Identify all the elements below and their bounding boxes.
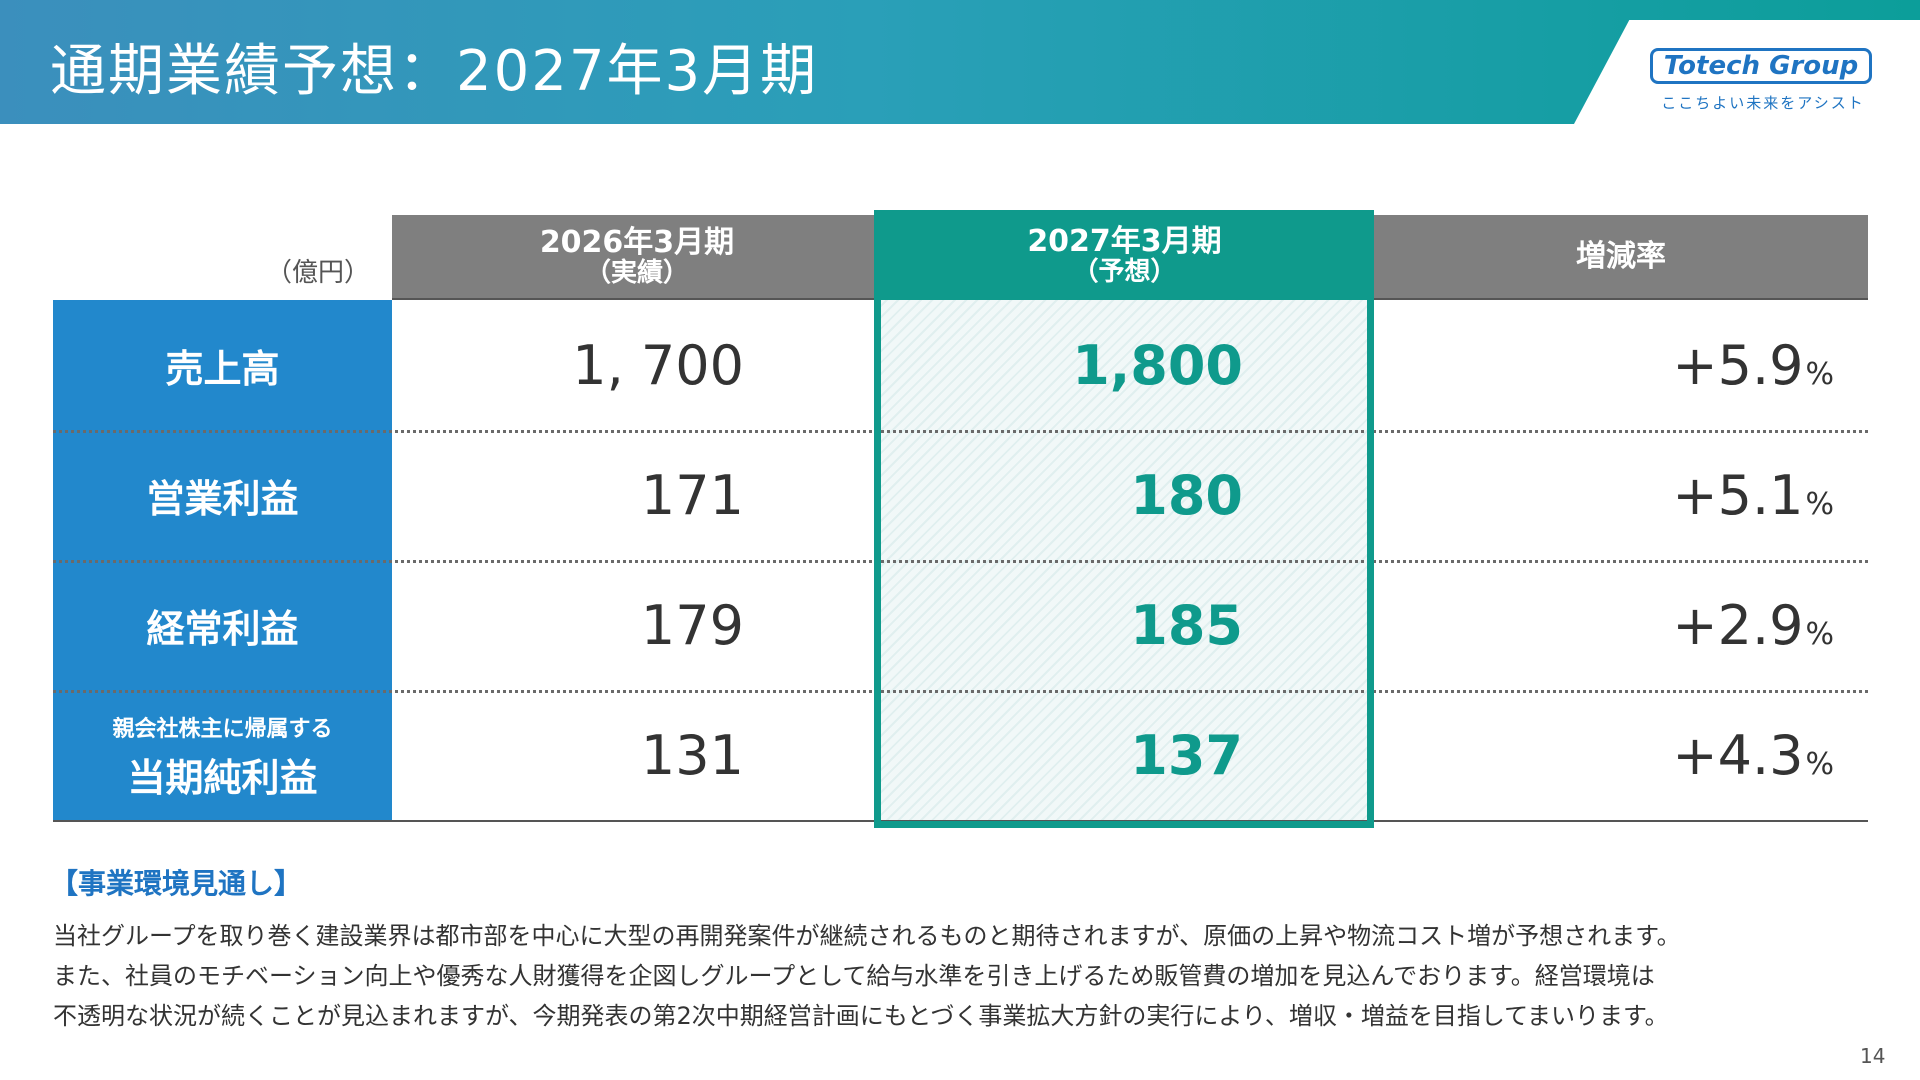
cell-actual: 179: [640, 593, 744, 657]
cell-actual: 1, 700: [572, 333, 744, 397]
row-divider: [53, 560, 1868, 563]
percent-sign: %: [1805, 617, 1834, 652]
percent-sign: %: [1805, 357, 1834, 392]
outlook-body: 当社グループを取り巻く建設業界は都市部を中心に大型の再開発案件が継続されるものと…: [53, 916, 1903, 1036]
row-divider: [53, 430, 1868, 433]
cell-forecast: 180: [1130, 463, 1243, 527]
change-value: +5.1: [1672, 463, 1804, 527]
logo-tagline: ここちよい未来をアシスト: [1661, 94, 1865, 112]
row-label-note: 親会社株主に帰属する: [112, 716, 333, 742]
percent-sign: %: [1805, 487, 1834, 522]
cell-forecast: 185: [1130, 593, 1243, 657]
column-header-actual: 2026年3月期 （実績）: [392, 215, 882, 300]
cell-forecast: 1,800: [1072, 333, 1243, 397]
page-title: 通期業績予想：2027年3月期: [50, 39, 819, 104]
cell-actual: 171: [640, 463, 744, 527]
cell-change: +4.3%: [1374, 690, 1834, 820]
column-header-sub: （予想）: [1072, 257, 1177, 288]
row-label-net-sales: 売上高: [53, 300, 392, 430]
row-label-operating-income: 営業利益: [53, 430, 392, 560]
outlook-heading: 【事業環境見通し】: [50, 867, 303, 900]
outlook-line: 不透明な状況が続くことが見込まれますが、今期発表の第2次中期経営計画にもとづく事…: [53, 1002, 1669, 1030]
column-header-label: 2026年3月期: [539, 224, 735, 260]
column-header-forecast: 2027年3月期 （予想）: [877, 212, 1372, 300]
page-number: 14: [1860, 1044, 1886, 1068]
row-label-ordinary-income: 経常利益: [53, 560, 392, 690]
column-header-change: 増減率: [1374, 215, 1868, 300]
cell-forecast: 137: [1130, 723, 1243, 787]
column-header-label: 増減率: [1576, 239, 1666, 274]
cell-change: +5.9%: [1374, 300, 1834, 430]
outlook-line: 当社グループを取り巻く建設業界は都市部を中心に大型の再開発案件が継続されるものと…: [53, 922, 1681, 950]
outlook-line: また、社員のモチベーション向上や優秀な人財獲得を企図しグループとして給与水準を引…: [53, 962, 1655, 990]
cell-actual: 131: [640, 723, 744, 787]
company-logo: Totech Group: [1650, 48, 1872, 84]
cell-change: +5.1%: [1374, 430, 1834, 560]
table-bottom-line: [53, 820, 1868, 822]
change-value: +2.9: [1672, 593, 1804, 657]
percent-sign: %: [1805, 747, 1834, 782]
cell-change: +2.9%: [1374, 560, 1834, 690]
column-header-sub: （実績）: [584, 257, 689, 288]
logo-text: Totech Group: [1663, 51, 1859, 81]
row-label-net-income: 親会社株主に帰属する 当期純利益: [53, 690, 392, 822]
change-value: +4.3: [1672, 723, 1804, 787]
column-header-label: 2027年3月期: [1027, 224, 1222, 260]
unit-label: （億円）: [265, 258, 370, 288]
change-value: +5.9: [1672, 333, 1804, 397]
row-divider: [53, 690, 1868, 693]
